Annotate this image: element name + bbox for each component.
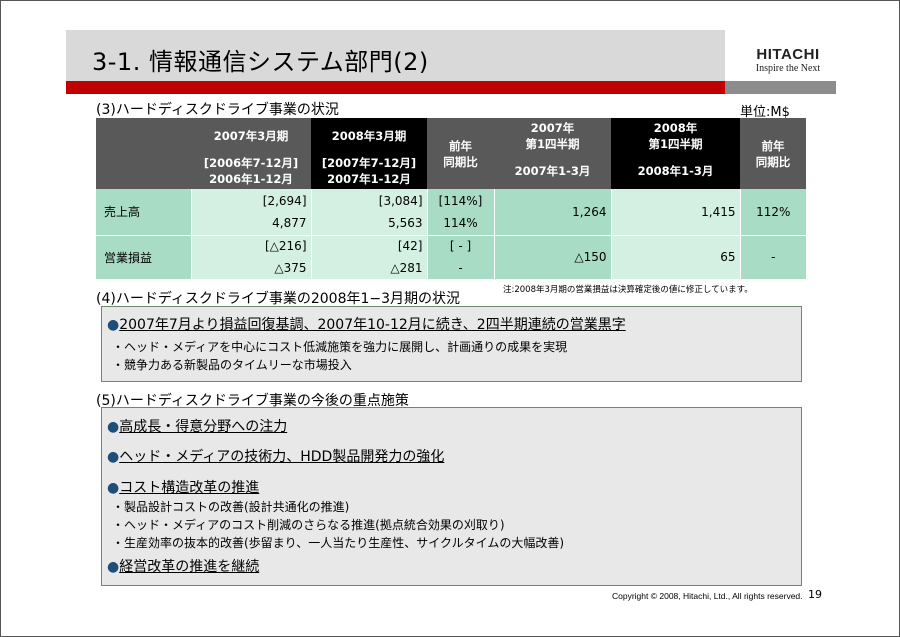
header-2008q1-line2: 第1四半期 <box>648 136 703 151</box>
header-yoy-1-line1: 前年 <box>449 138 472 153</box>
cell-sales-fy2007: 4,877 <box>191 212 312 235</box>
section4-bullet-text: 2007年7月より損益回復基調、2007年10-12月に続き、2四半期連続の営業… <box>119 317 626 333</box>
cell-oi-fy2008: △281 <box>311 257 428 279</box>
section5-title: (5)ハードディスクドライブ事業の今後の重点施策 <box>96 393 409 409</box>
hdd-financial-table: 2007年3月期 2008年3月期 前年 同期比 2007年 第1四半期 200… <box>96 118 806 279</box>
table-corner-cell <box>96 118 191 189</box>
cell-oi-fy2007-h2: [△216] <box>191 234 312 257</box>
cell-oi-2007q1: △150 <box>494 234 612 279</box>
header-fy2008-period-full: 2007年1-12月 <box>327 172 411 186</box>
hitachi-logo: HITACHI Inspire the Next <box>746 46 830 74</box>
cell-sales-yoy: 114% <box>427 212 495 235</box>
header-2007q1: 2007年 第1四半期 <box>494 118 611 153</box>
section5-bullet-3-text: コスト構造改革の推進 <box>119 480 260 496</box>
section4-sub-2: ・競争力ある新製品のタイムリーな市場投入 <box>112 358 352 372</box>
section4-bullet: ●2007年7月より損益回復基調、2007年10-12月に続き、2四半期連続の営… <box>107 314 626 334</box>
section5-bullet-3: ●コスト構造改革の推進 <box>107 477 259 497</box>
cell-oi-fy2007: △375 <box>191 257 312 279</box>
title-bar <box>66 30 725 82</box>
header-2007q1-line1: 2007年 <box>530 120 575 135</box>
cell-oi-yoy: - <box>427 257 495 279</box>
section5-box <box>101 407 802 586</box>
section5-sub-1: ・製品設計コストの改善(設計共通化の推進) <box>112 500 350 514</box>
page-number: 19 <box>808 588 822 601</box>
bullet-dot-icon: ● <box>107 480 120 496</box>
cell-oi-yoy-q1: - <box>740 234 806 279</box>
header-fy2007-period-full: 2006年1-12月 <box>209 172 293 186</box>
bullet-dot-icon: ● <box>107 559 120 575</box>
section5-bullet-1: ●高成長・得意分野への注力 <box>107 416 287 436</box>
header-2008q1-period: 2008年1-3月 <box>611 153 740 189</box>
section5-bullet-4: ●経営改革の推進を継続 <box>107 556 259 576</box>
row-label-sales: 売上高 <box>96 189 192 235</box>
header-2007q1-line2: 第1四半期 <box>525 136 580 151</box>
section5-bullet-4-text: 経営改革の推進を継続 <box>119 559 260 575</box>
section4-sub-1: ・ヘッド・メディアを中心にコスト低減施策を強力に展開し、計画通りの成果を実現 <box>112 340 568 354</box>
header-fy2007-period-h2: [2006年7-12月] <box>203 156 299 170</box>
title-underline-red <box>66 81 725 94</box>
header-fy2007-period: [2006年7-12月] 2006年1-12月 <box>191 153 311 189</box>
cell-oi-yoy-h2: [ - ] <box>427 234 495 257</box>
section3-title: (3)ハードディスクドライブ事業の状況 <box>96 102 339 118</box>
header-yoy-2-line2: 同期比 <box>755 154 791 169</box>
header-yoy-1: 前年 同期比 <box>427 118 494 189</box>
page-title: 3-1. 情報通信システム部門(2) <box>92 48 429 76</box>
row-label-operating-income: 営業損益 <box>96 234 192 279</box>
bullet-dot-icon: ● <box>107 449 120 465</box>
table-footnote: 注:2008年3月期の営業損益は決算確定後の値に修正しています。 <box>503 285 753 295</box>
cell-oi-fy2008-h2: [42] <box>311 234 428 257</box>
cell-sales-yoy-h2: [114%] <box>427 189 495 212</box>
section5-bullet-2: ●ヘッド・メディアの技術力、HDD製品開発力の強化 <box>107 446 444 466</box>
header-2008q1-line1: 2008年 <box>653 120 698 135</box>
header-yoy-1-line2: 同期比 <box>443 154 478 169</box>
header-fy2008: 2008年3月期 <box>311 118 427 153</box>
section5-bullet-1-text: 高成長・得意分野への注力 <box>119 419 288 435</box>
section5-bullet-2-text: ヘッド・メディアの技術力、HDD製品開発力の強化 <box>119 449 445 465</box>
bullet-dot-icon: ● <box>107 317 120 333</box>
cell-sales-yoy-q1: 112% <box>740 189 806 235</box>
logo-wordmark: HITACHI <box>756 46 820 63</box>
cell-sales-2007q1: 1,264 <box>494 189 612 235</box>
cell-oi-2008q1: 65 <box>611 234 741 279</box>
cell-sales-fy2007-h2: [2,694] <box>191 189 312 212</box>
logo-tagline: Inspire the Next <box>755 63 821 74</box>
bullet-dot-icon: ● <box>107 419 120 435</box>
section4-title: (4)ハードディスクドライブ事業の2008年1−3月期の状況 <box>96 291 461 307</box>
header-fy2008-period: [2007年7-12月] 2007年1-12月 <box>311 153 427 189</box>
section5-sub-2: ・ヘッド・メディアのコスト削減のさらなる推進(拠点統合効果の刈取り) <box>112 518 505 532</box>
cell-sales-fy2008: 5,563 <box>311 212 428 235</box>
header-2008q1: 2008年 第1四半期 <box>611 118 740 153</box>
header-2007q1-period: 2007年1-3月 <box>494 153 611 189</box>
cell-sales-2008q1: 1,415 <box>611 189 741 235</box>
unit-label: 単位:M$ <box>740 105 790 120</box>
cell-sales-fy2008-h2: [3,084] <box>311 189 428 212</box>
header-yoy-2: 前年 同期比 <box>740 118 806 189</box>
header-yoy-2-line1: 前年 <box>761 138 785 153</box>
header-fy2007: 2007年3月期 <box>191 118 311 153</box>
copyright: Copyright © 2008, Hitachi, Ltd., All rig… <box>612 591 803 601</box>
header-fy2008-period-h2: [2007年7-12月] <box>321 156 417 170</box>
section4-box <box>101 306 802 382</box>
section5-sub-3: ・生産効率の抜本的改善(歩留まり、一人当たり生産性、サイクルタイムの大幅改善) <box>112 536 565 550</box>
title-underline-gray <box>725 81 836 94</box>
